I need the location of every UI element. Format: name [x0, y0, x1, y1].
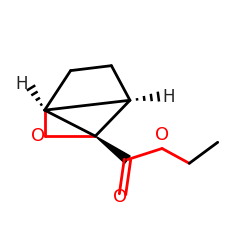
Text: O: O [155, 126, 169, 144]
Text: O: O [113, 188, 127, 206]
Text: O: O [32, 127, 46, 145]
Polygon shape [95, 136, 130, 163]
Text: H: H [15, 75, 28, 93]
Text: H: H [162, 88, 174, 106]
